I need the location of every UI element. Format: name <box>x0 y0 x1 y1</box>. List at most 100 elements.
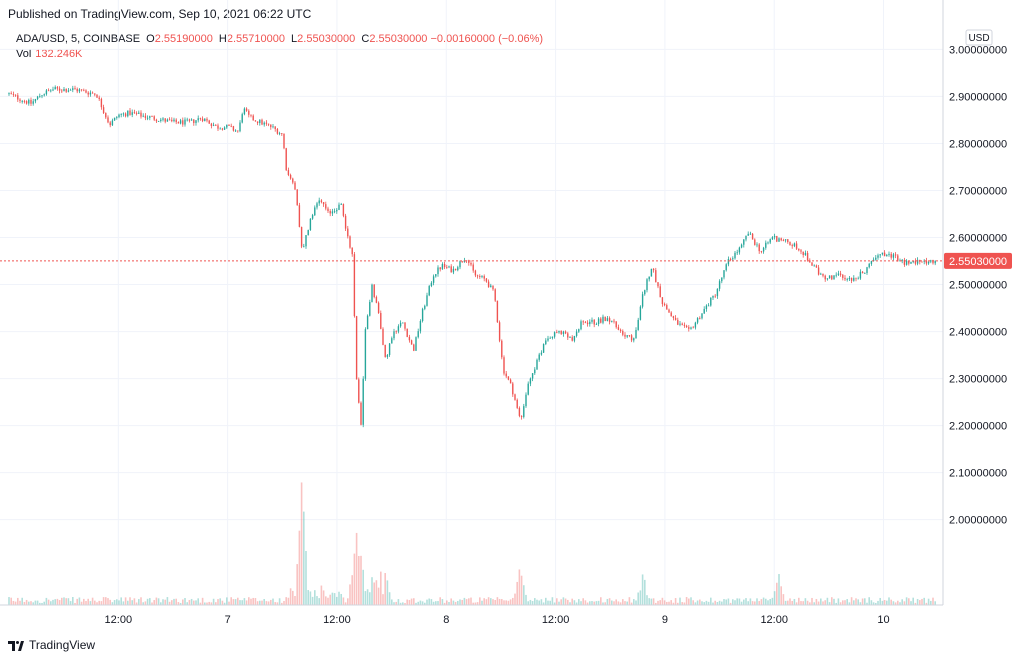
volume-bar <box>395 601 397 605</box>
candle-body <box>52 89 54 91</box>
price-axis[interactable]: 2.00000000 2.10000000 2.20000000 2.30000000… <box>949 44 1007 526</box>
candle-body <box>395 331 397 333</box>
volume-bar <box>650 598 653 605</box>
candle-body <box>864 273 866 274</box>
candle-body <box>747 233 749 236</box>
volume-bar <box>622 599 624 605</box>
candle-body <box>168 119 171 121</box>
candle-body <box>61 90 63 92</box>
volume-bar <box>694 602 697 605</box>
volume-bar <box>626 601 628 605</box>
candle-body <box>397 326 400 332</box>
volume-bar <box>85 601 87 605</box>
low-label: L <box>291 33 298 45</box>
volume-bar <box>151 602 153 605</box>
candle-body <box>784 239 787 241</box>
candle-body <box>637 319 639 330</box>
candle-body <box>19 99 21 102</box>
candle-body <box>107 117 109 123</box>
currency-badge-box <box>965 29 993 46</box>
volume-label[interactable]: Vol <box>16 48 32 60</box>
volume-bar <box>859 602 862 605</box>
candle-body <box>441 264 444 270</box>
volume-bar <box>74 602 76 605</box>
time-tick-label: 9 <box>662 614 668 626</box>
candle-body <box>756 244 758 246</box>
volume-bar <box>232 599 235 605</box>
candle-body <box>408 336 411 341</box>
volume-bar <box>910 601 912 605</box>
volume-bar <box>283 600 285 605</box>
candle-body <box>362 378 364 425</box>
candle-body <box>886 254 888 257</box>
candle-body <box>177 122 180 124</box>
volume-bar <box>430 599 433 605</box>
time-axis[interactable]: 12:00 7 12:00 8 12:00 9 12:00 10 <box>105 614 890 626</box>
candle-body <box>344 215 347 229</box>
volume-bar <box>375 580 378 605</box>
candle-body <box>199 118 202 120</box>
volume-bar <box>406 599 408 605</box>
candle-body <box>875 257 877 260</box>
currency-badge[interactable]: USD <box>965 29 993 46</box>
candle-body <box>210 123 213 126</box>
candle-body <box>270 124 272 128</box>
volume-bar <box>89 601 92 605</box>
volume-bar <box>701 601 703 605</box>
candle-body <box>402 322 404 324</box>
candle-body <box>17 95 19 100</box>
volume-bar <box>822 601 824 605</box>
candle-body <box>892 254 895 258</box>
volume-bar <box>749 598 752 605</box>
candle-body <box>320 200 323 203</box>
volume-bar <box>527 601 529 605</box>
brand-footer[interactable]: TradingView <box>8 638 95 652</box>
volume-bar <box>25 599 28 605</box>
volume-bar <box>338 591 340 605</box>
symbol-label[interactable]: ADA/USD, 5, COINBASE <box>16 33 141 45</box>
candle-body <box>567 333 569 338</box>
candle-body <box>835 274 837 276</box>
candle-body <box>573 335 576 341</box>
candle-body <box>76 88 78 92</box>
candle-body <box>47 90 50 92</box>
volume-bar <box>888 597 890 605</box>
candle-body <box>300 226 303 247</box>
volume-bar <box>360 555 362 605</box>
candle-body <box>723 270 725 278</box>
candle-body <box>773 235 776 238</box>
candle-body <box>611 320 613 322</box>
time-tick-label: 12:00 <box>542 614 570 626</box>
volume-bar <box>641 574 644 605</box>
candle-body <box>666 305 668 310</box>
candle-body <box>307 230 309 236</box>
volume-bar <box>234 599 237 605</box>
volume-bar <box>549 600 551 605</box>
candle-body <box>534 369 536 374</box>
candle-body <box>509 379 512 384</box>
volume-bar <box>765 598 767 605</box>
candle-body <box>179 120 182 124</box>
volume-bar <box>142 602 144 605</box>
candle-body <box>377 302 380 314</box>
volume-bar <box>798 597 800 605</box>
candle-body <box>386 354 389 357</box>
volume-bar <box>120 597 122 605</box>
price-tick-label: 2.10000000 <box>949 468 1007 480</box>
volume-bar <box>512 597 514 605</box>
grid-lines <box>0 0 943 605</box>
volume-bar <box>688 598 690 605</box>
candle-body <box>934 260 936 264</box>
candle-body <box>54 87 56 90</box>
candle-body <box>83 89 85 91</box>
candle-body <box>483 276 485 279</box>
volume-bar <box>179 602 182 605</box>
volume-bar <box>208 601 210 605</box>
volume-bar <box>448 602 450 605</box>
volume-value: 132.246K <box>35 48 83 60</box>
candle-body <box>364 329 367 379</box>
volume-bar <box>267 601 270 605</box>
volume-bar <box>927 598 930 605</box>
candle-body <box>729 259 732 260</box>
